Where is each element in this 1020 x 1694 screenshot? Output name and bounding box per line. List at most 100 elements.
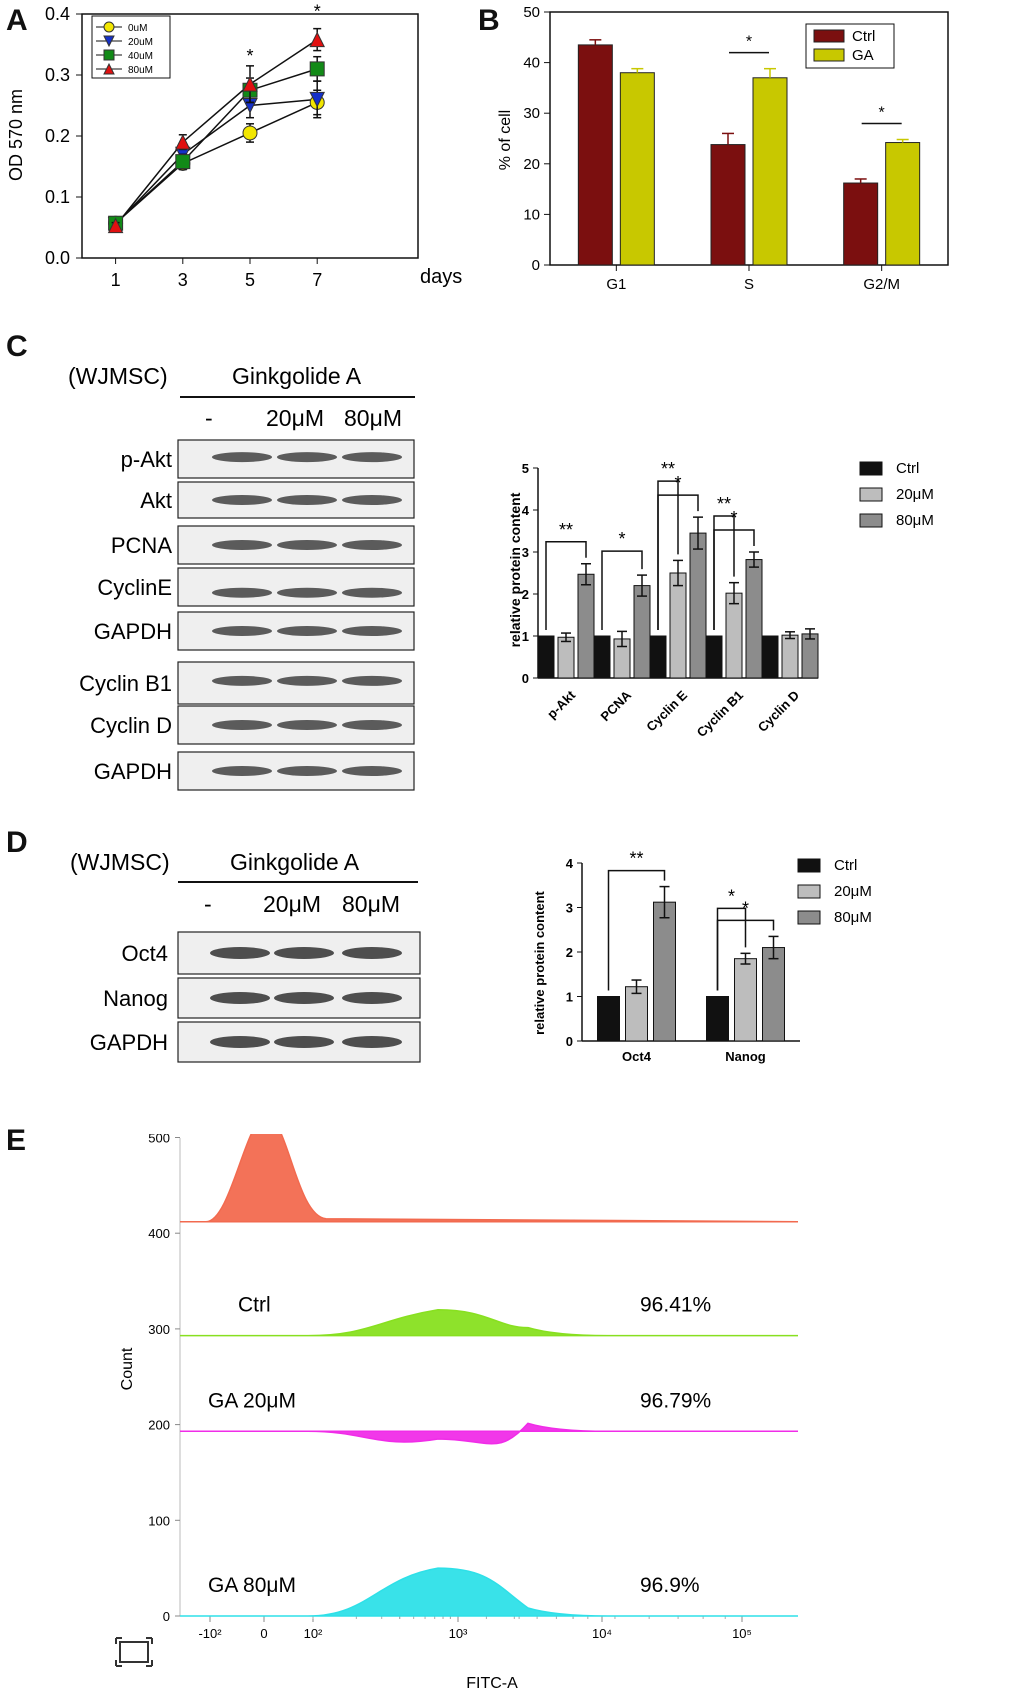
blot-c-band (342, 495, 402, 505)
chart-bar (689, 532, 707, 679)
blot-c-band (342, 675, 402, 686)
chart-legend-swatch (859, 513, 883, 528)
blot-c-band (212, 452, 272, 463)
chart-e-histogram (180, 1567, 798, 1617)
chart-a-point (107, 217, 124, 234)
blot-c-band (277, 675, 337, 686)
blot-d-cell-label: (WJMSC) (70, 849, 170, 875)
chart-legend-label: 80μM (896, 512, 934, 529)
chart-a-point (242, 125, 258, 141)
chart-a-xtick-label: 3 (178, 270, 188, 290)
blot-c-band (342, 766, 402, 776)
chart-bar (653, 901, 676, 1042)
chart-a-legend-marker (103, 62, 115, 75)
chart-a-legend-label: 40uM (128, 51, 153, 62)
chart-legend-swatch (859, 487, 883, 502)
chart-b-legend-swatch (813, 48, 845, 62)
chart-bar (597, 996, 620, 1042)
chart-sig-mark: ** (629, 849, 643, 869)
chart-a-ytick-label: 0.2 (45, 126, 70, 146)
blot-d-row-label: Oct4 (122, 941, 168, 966)
blot-d-band (342, 992, 402, 1004)
chart-sig-mark: * (742, 898, 749, 918)
chart-b-ytick-label: 10 (523, 206, 540, 223)
chart-ytick-label: 1 (566, 990, 573, 1005)
blot-d-band (274, 992, 334, 1004)
chart-e-flow: Count FITC-A 0 100 200 300 400 500 -10² 0 10² 10³… (115, 1134, 799, 1692)
blot-c-band (342, 540, 402, 550)
blot-d-band (342, 1036, 402, 1048)
chart-ytick-label: 5 (522, 461, 529, 476)
chart-e-xtick-label: 10³ (449, 1626, 468, 1641)
blot-c-lane-1: - (205, 405, 213, 431)
chart-ytick-label: 0 (566, 1034, 573, 1049)
chart-e-xlabel: FITC-A (466, 1675, 518, 1692)
chart-a-series-line (115, 68, 318, 224)
panel-label-d: D (6, 826, 28, 859)
chart-bar (745, 559, 763, 679)
blot-c-row-label: Cyclin B1 (79, 671, 172, 696)
blot-d-row-label: GAPDH (90, 1030, 168, 1055)
chart-category-label: Cyclin D (755, 688, 802, 735)
chart-bar (706, 996, 729, 1042)
chart-bar (649, 635, 667, 679)
chart-e-xtick-label: 10² (304, 1626, 323, 1641)
blot-d-band (274, 947, 334, 959)
chart-a-legend-marker (103, 35, 115, 48)
chart-a-xtick-label: 1 (111, 270, 121, 290)
blot-d-band (210, 992, 270, 1004)
chart-b-ytick-label: 50 (523, 4, 540, 21)
panel-label-b: B (478, 4, 500, 37)
chart-e-xtick-label: 10⁵ (732, 1626, 752, 1641)
chart-category-label: Cyclin E (643, 687, 690, 734)
blot-c-band (212, 540, 272, 550)
chart-sig-mark: ** (661, 459, 675, 479)
chart-a-point (309, 91, 326, 108)
blot-d-row-label: Nanog (103, 986, 168, 1011)
chart-a-legend-label: 0uM (128, 23, 147, 34)
chart-bar (593, 635, 611, 679)
chart-category-label: PCNA (597, 687, 634, 724)
chart-bar (625, 986, 648, 1042)
chart-ytick-label: 2 (566, 945, 573, 960)
blot-d-band (210, 1036, 270, 1048)
chart-e-ytick-label: 500 (148, 1134, 170, 1146)
chart-e-xtick-label: 0 (260, 1626, 267, 1641)
blot-c-band (212, 626, 272, 636)
blot-c-band (342, 587, 402, 598)
chart-b-legend-swatch (813, 29, 845, 43)
blot-d-lane-2: 20μM (263, 891, 321, 917)
chart-category-label: Nanog (725, 1049, 766, 1064)
chart-ytick-label: 1 (522, 629, 529, 644)
blot-c-cell-label: (WJMSC) (68, 363, 168, 389)
chart-a-ytick-label: 0.4 (45, 4, 70, 24)
chart-bar (734, 958, 757, 1042)
blot-c-row-label: Cyclin D (90, 713, 172, 738)
blot-c: (WJMSC) Ginkgolide A - 20μM 80μM p-Akt Ak… (68, 363, 415, 791)
blot-c-band (277, 452, 337, 463)
chart-b-category-label: G1 (606, 276, 626, 293)
blot-c-strip (177, 567, 415, 607)
chart-sig-bracket (607, 869, 666, 991)
chart-b-ytick-label: 40 (523, 55, 540, 72)
chart-a-point (174, 133, 191, 150)
chart-legend-label: Ctrl (896, 460, 919, 477)
chart-a-sig-mark: * (314, 2, 321, 22)
chart-b-bar (885, 142, 921, 266)
blot-c-lane-2: 20μM (266, 405, 324, 431)
chart-a-ylabel: OD 570 nm (6, 89, 26, 181)
chart-a-ytick-label: 0.1 (45, 187, 70, 207)
blot-c-band (212, 720, 272, 730)
blot-c-band (212, 495, 272, 505)
chart-legend-swatch (797, 858, 821, 873)
chart-bar (725, 592, 743, 679)
chart-b-ytick-label: 0 (532, 257, 540, 274)
blot-d-band (274, 1036, 334, 1048)
chart-e-ytick-label: 300 (148, 1322, 170, 1337)
chart-sig-mark: * (730, 508, 737, 528)
chart-category-label: Cyclin B1 (694, 688, 747, 740)
chart-b-bar (577, 44, 613, 266)
blot-c-row-label: GAPDH (94, 619, 172, 644)
chart-bar (633, 585, 651, 679)
chart-a-point (309, 61, 325, 77)
